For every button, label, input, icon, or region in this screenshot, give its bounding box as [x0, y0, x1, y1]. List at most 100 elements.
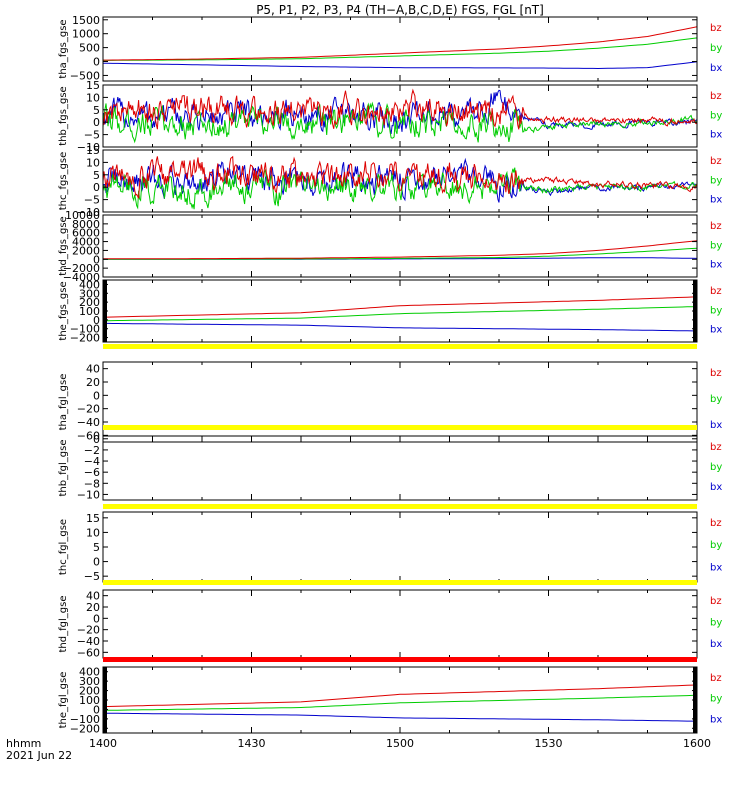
legend-bx: bx [710, 482, 722, 493]
status-bar-yellow [103, 344, 697, 349]
y-tick-label: −20 [77, 624, 100, 637]
series-group [103, 88, 697, 144]
y-tick-label: 10000 [65, 209, 100, 222]
y-tick-label: 0 [93, 556, 100, 569]
series-group [103, 26, 697, 70]
panel-frame [102, 279, 698, 343]
legend-by: by [710, 394, 722, 405]
x-tick-label: 1500 [386, 737, 414, 750]
y-tick-label: −20 [77, 403, 100, 416]
y-tick-label: 0 [93, 116, 100, 129]
legend-by: by [710, 305, 722, 316]
series-bx-line [103, 322, 697, 332]
legend-bx: bx [710, 195, 722, 206]
legend-bz: bz [710, 23, 722, 34]
y-tick-label: −100 [70, 323, 100, 336]
panel-label: thb_fgl_gse [58, 440, 69, 497]
legend-bz: bz [710, 368, 722, 379]
panel-frame [102, 511, 698, 583]
panel-label: tha_fgl_gse [58, 374, 69, 431]
panel-frame [102, 214, 698, 278]
series-by-line [103, 694, 697, 711]
y-tick-label: 5 [93, 104, 100, 117]
panel-frame [102, 589, 698, 659]
y-tick-label: 100 [79, 305, 100, 318]
edge-marker-left [103, 280, 107, 342]
y-tick-label: 15 [86, 512, 100, 525]
panel-label: thd_fgl_gse [58, 596, 69, 653]
series-by-line [103, 37, 697, 61]
series-bz-line [103, 240, 697, 260]
series-group [103, 684, 697, 722]
legend-bx: bx [710, 130, 722, 141]
series-by-line [103, 101, 697, 144]
y-tick-label: 15 [86, 79, 100, 92]
legend-bz: bz [710, 91, 722, 102]
edge-marker-left [103, 667, 107, 733]
y-tick-label: 1000 [72, 28, 100, 41]
edge-marker-right [693, 667, 697, 733]
y-tick-label: 0 [93, 253, 100, 266]
y-tick-label: −2000 [63, 262, 100, 275]
y-tick-label: 500 [79, 42, 100, 55]
y-tick-label: −5 [84, 570, 100, 583]
y-tick-label: 200 [79, 296, 100, 309]
legend-bx: bx [710, 420, 722, 431]
y-tick-label: −40 [77, 416, 100, 429]
y-tick-label: 200 [79, 685, 100, 698]
y-tick-label: −60 [77, 429, 100, 442]
y-tick-label: −5 [84, 129, 100, 142]
panel-label: thd_fgs_gse [58, 216, 69, 275]
x-tick-label: 1400 [89, 737, 117, 750]
series-bz-line [103, 26, 697, 61]
legend-bz: bz [710, 156, 722, 167]
legend-bz: bz [710, 596, 722, 607]
panel-label: tha_fgs_gse [58, 19, 69, 78]
legend-bx: bx [710, 639, 722, 650]
status-bar-red [103, 657, 697, 662]
legend-by: by [710, 110, 722, 121]
series-group [103, 155, 697, 210]
series-bx-line [103, 712, 697, 722]
y-tick-label: 1500 [72, 14, 100, 27]
legend-by: by [710, 175, 722, 186]
panel-label: thc_fgs_gse [58, 152, 69, 211]
y-tick-label: 8000 [72, 218, 100, 231]
y-tick-label: −10 [77, 141, 100, 154]
y-tick-label: −500 [70, 69, 100, 82]
y-tick-label: 0 [93, 314, 100, 327]
y-tick-label: 300 [79, 287, 100, 300]
y-tick-label: 0 [93, 56, 100, 69]
series-bx-line [103, 61, 697, 70]
series-group [103, 296, 697, 332]
y-tick-label: 0 [93, 612, 100, 625]
legend-bz: bz [710, 286, 722, 297]
status-bar-yellow [103, 504, 697, 509]
series-bx-line [103, 89, 697, 135]
legend-by: by [710, 240, 722, 251]
series-group [103, 240, 697, 260]
series-bz-line [103, 88, 697, 130]
panel-thb_fgl_gse: 0−2−4−6−8−10 thb_fgl_gse bz by bx [58, 433, 722, 502]
y-tick-label: −10 [77, 488, 100, 501]
legend-bx: bx [710, 260, 722, 271]
y-tick-label: 0 [93, 433, 100, 446]
y-tick-label: −4 [84, 455, 100, 468]
legend-bz: bz [710, 221, 722, 232]
y-tick-label: 100 [79, 694, 100, 707]
y-tick-label: 15 [86, 144, 100, 157]
panel-frame [102, 84, 698, 148]
y-tick-label: −5 [84, 194, 100, 207]
legend-by: by [710, 43, 722, 54]
footer-time-label: hhmm [6, 737, 41, 750]
y-tick-label: 400 [79, 278, 100, 291]
series-bz-line [103, 155, 697, 199]
